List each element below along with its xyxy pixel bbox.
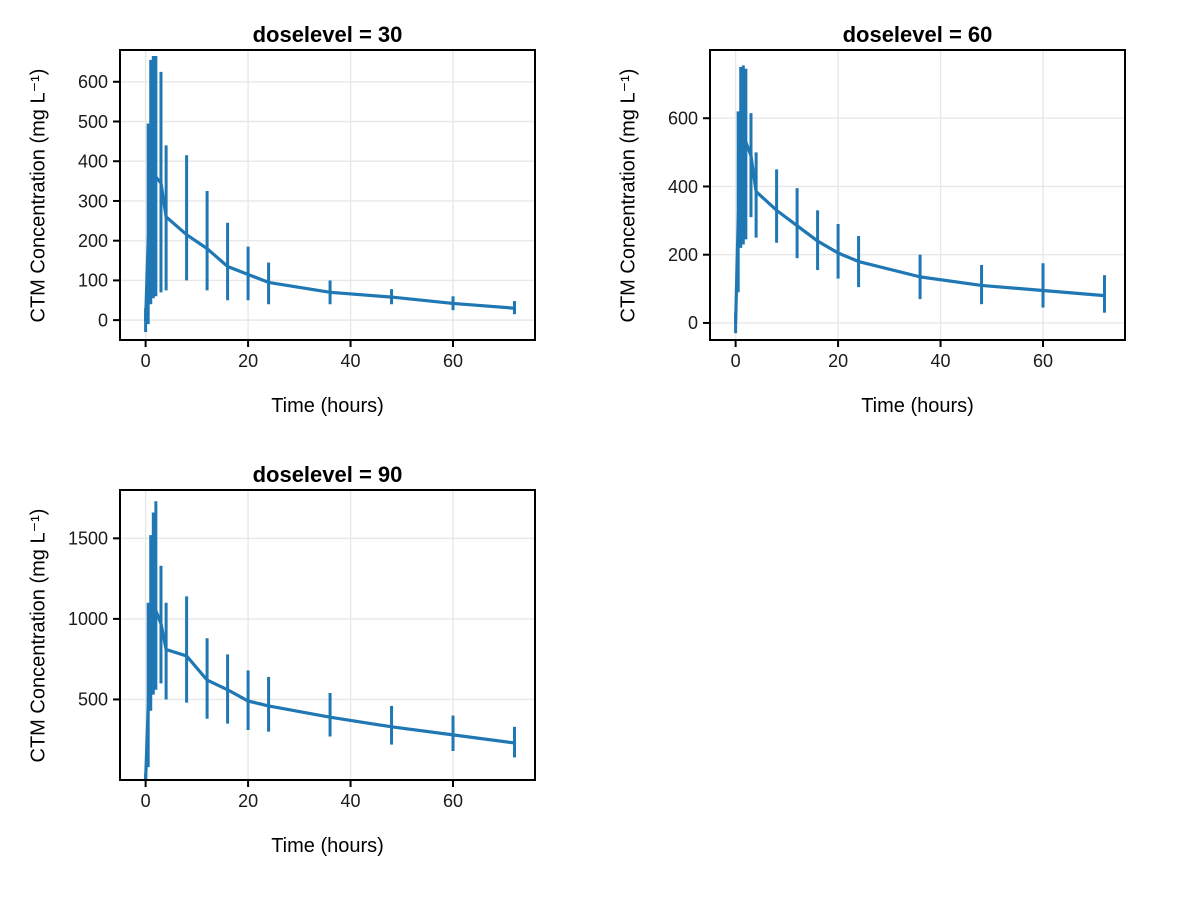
y-tick-label: 0 — [98, 310, 108, 330]
y-axis-label: CTM Concentration (mg L⁻¹) — [26, 491, 51, 781]
x-tick-label: 0 — [141, 351, 151, 371]
y-tick-label: 300 — [78, 191, 108, 211]
x-tick-label: 40 — [931, 351, 951, 371]
x-tick-label: 60 — [443, 351, 463, 371]
chart-panel: doselevel = 90Time (hours)CTM Concentrat… — [120, 490, 535, 780]
y-tick-label: 500 — [78, 690, 108, 710]
chart-panel: doselevel = 60Time (hours)CTM Concentrat… — [710, 50, 1125, 340]
x-tick-label: 20 — [238, 791, 258, 811]
y-tick-label: 100 — [78, 271, 108, 291]
y-tick-label: 600 — [78, 72, 108, 92]
x-tick-label: 40 — [341, 351, 361, 371]
y-tick-label: 1500 — [68, 529, 108, 549]
y-tick-label: 200 — [668, 245, 698, 265]
y-tick-label: 0 — [688, 313, 698, 333]
y-tick-label: 600 — [668, 109, 698, 129]
y-tick-label: 500 — [78, 112, 108, 132]
chart-svg: 02040600100200300400500600 — [120, 50, 535, 340]
x-tick-label: 40 — [341, 791, 361, 811]
panel-title: doselevel = 90 — [120, 462, 535, 488]
panel-title: doselevel = 30 — [120, 22, 535, 48]
x-axis-label: Time (hours) — [120, 395, 535, 418]
x-tick-label: 20 — [828, 351, 848, 371]
y-tick-label: 400 — [78, 152, 108, 172]
axis-frame — [710, 50, 1125, 340]
x-tick-label: 20 — [238, 351, 258, 371]
chart-svg: 020406050010001500 — [120, 490, 535, 780]
x-axis-label: Time (hours) — [120, 835, 535, 858]
y-tick-label: 200 — [78, 231, 108, 251]
figure-container: doselevel = 30 Time (hours) CTM Concentrat… — [0, 0, 1200, 900]
x-tick-label: 60 — [1033, 351, 1053, 371]
x-tick-label: 0 — [141, 791, 151, 811]
chart-svg: 02040600200400600 — [710, 50, 1125, 340]
y-tick-label: 400 — [668, 177, 698, 197]
x-axis-label: Time (hours) — [710, 395, 1125, 418]
chart-panel: doselevel = 30Time (hours)CTM Concentrat… — [120, 50, 535, 340]
panel-title: doselevel = 60 — [710, 22, 1125, 48]
y-axis-label: CTM Concentration (mg L⁻¹) — [616, 51, 641, 341]
y-axis-label: CTM Concentration (mg L⁻¹) — [26, 51, 51, 341]
y-tick-label: 1000 — [68, 609, 108, 629]
axis-frame — [120, 50, 535, 340]
x-tick-label: 60 — [443, 791, 463, 811]
x-tick-label: 0 — [731, 351, 741, 371]
